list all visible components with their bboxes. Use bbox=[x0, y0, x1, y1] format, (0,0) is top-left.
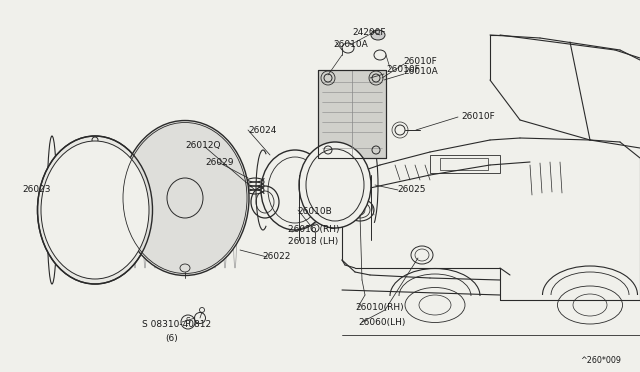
Text: 26012Q: 26012Q bbox=[185, 141, 221, 150]
Bar bbox=[318, 70, 386, 158]
Text: 26025: 26025 bbox=[397, 185, 426, 194]
Bar bbox=[430, 155, 500, 173]
Text: S 08310-40812: S 08310-40812 bbox=[142, 320, 211, 329]
Text: ^260*009: ^260*009 bbox=[580, 356, 621, 365]
Text: 26016 (RH): 26016 (RH) bbox=[288, 225, 339, 234]
Text: 26018 (LH): 26018 (LH) bbox=[288, 237, 339, 246]
Text: 26010B: 26010B bbox=[297, 207, 332, 216]
Text: 26010F: 26010F bbox=[461, 112, 495, 121]
Ellipse shape bbox=[41, 141, 149, 279]
Ellipse shape bbox=[38, 136, 152, 284]
Text: 26060(LH): 26060(LH) bbox=[358, 318, 405, 327]
Ellipse shape bbox=[299, 142, 371, 228]
Text: 26010(RH): 26010(RH) bbox=[355, 303, 404, 312]
Ellipse shape bbox=[121, 121, 249, 276]
Text: 26010A: 26010A bbox=[333, 40, 368, 49]
Text: 26010F: 26010F bbox=[403, 57, 436, 66]
Text: S: S bbox=[186, 317, 190, 327]
Text: 26022: 26022 bbox=[262, 252, 291, 261]
Text: (6): (6) bbox=[165, 334, 178, 343]
Text: 26029: 26029 bbox=[205, 158, 234, 167]
Bar bbox=[440, 158, 488, 170]
Text: 26010F: 26010F bbox=[386, 65, 420, 74]
Text: 24200F: 24200F bbox=[352, 28, 385, 37]
Ellipse shape bbox=[371, 30, 385, 40]
Text: 26010A: 26010A bbox=[403, 67, 438, 76]
Text: 26023: 26023 bbox=[22, 185, 51, 194]
Bar bbox=[318, 70, 386, 158]
Text: 26024: 26024 bbox=[248, 126, 276, 135]
